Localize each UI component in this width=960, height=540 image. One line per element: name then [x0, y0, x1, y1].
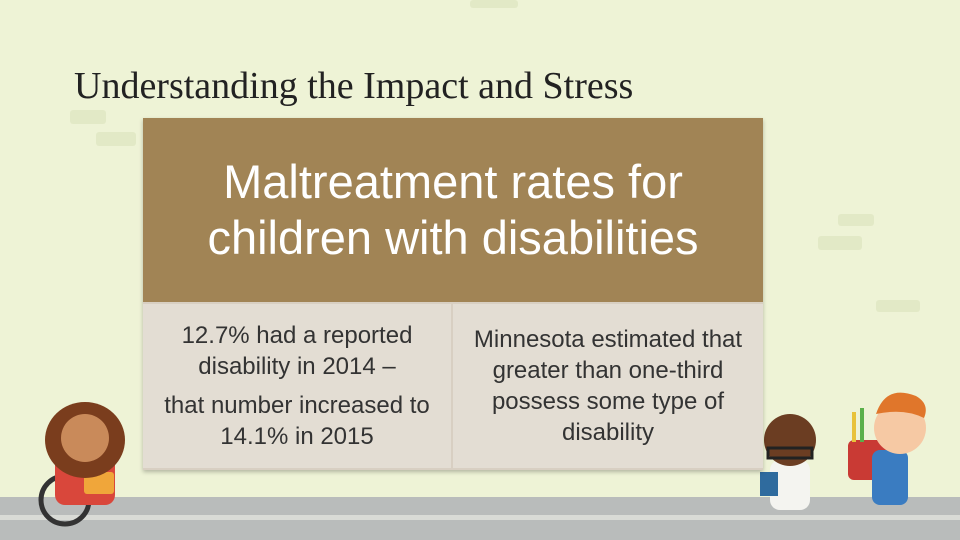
cell-text: 12.7% had a reported disability in 2014 … — [181, 322, 413, 380]
cell-right: Minnesota estimated that greater than on… — [453, 304, 763, 468]
slide-title: Understanding the Impact and Stress — [74, 65, 634, 107]
cell-text: Minnesota estimated that greater than on… — [473, 326, 743, 446]
cell-left: 12.7% had a reported disability in 2014 … — [143, 304, 451, 468]
road-stripes — [0, 515, 960, 520]
child-left — [38, 402, 125, 527]
wall-bricks — [70, 0, 920, 312]
info-card: Maltreatment rates for children with dis… — [143, 118, 763, 470]
cell-text: that number increased to 14.1% in 2015 — [164, 392, 430, 450]
card-heading: Maltreatment rates for children with dis… — [143, 118, 763, 302]
child-middle — [760, 414, 816, 510]
child-right — [848, 392, 926, 505]
